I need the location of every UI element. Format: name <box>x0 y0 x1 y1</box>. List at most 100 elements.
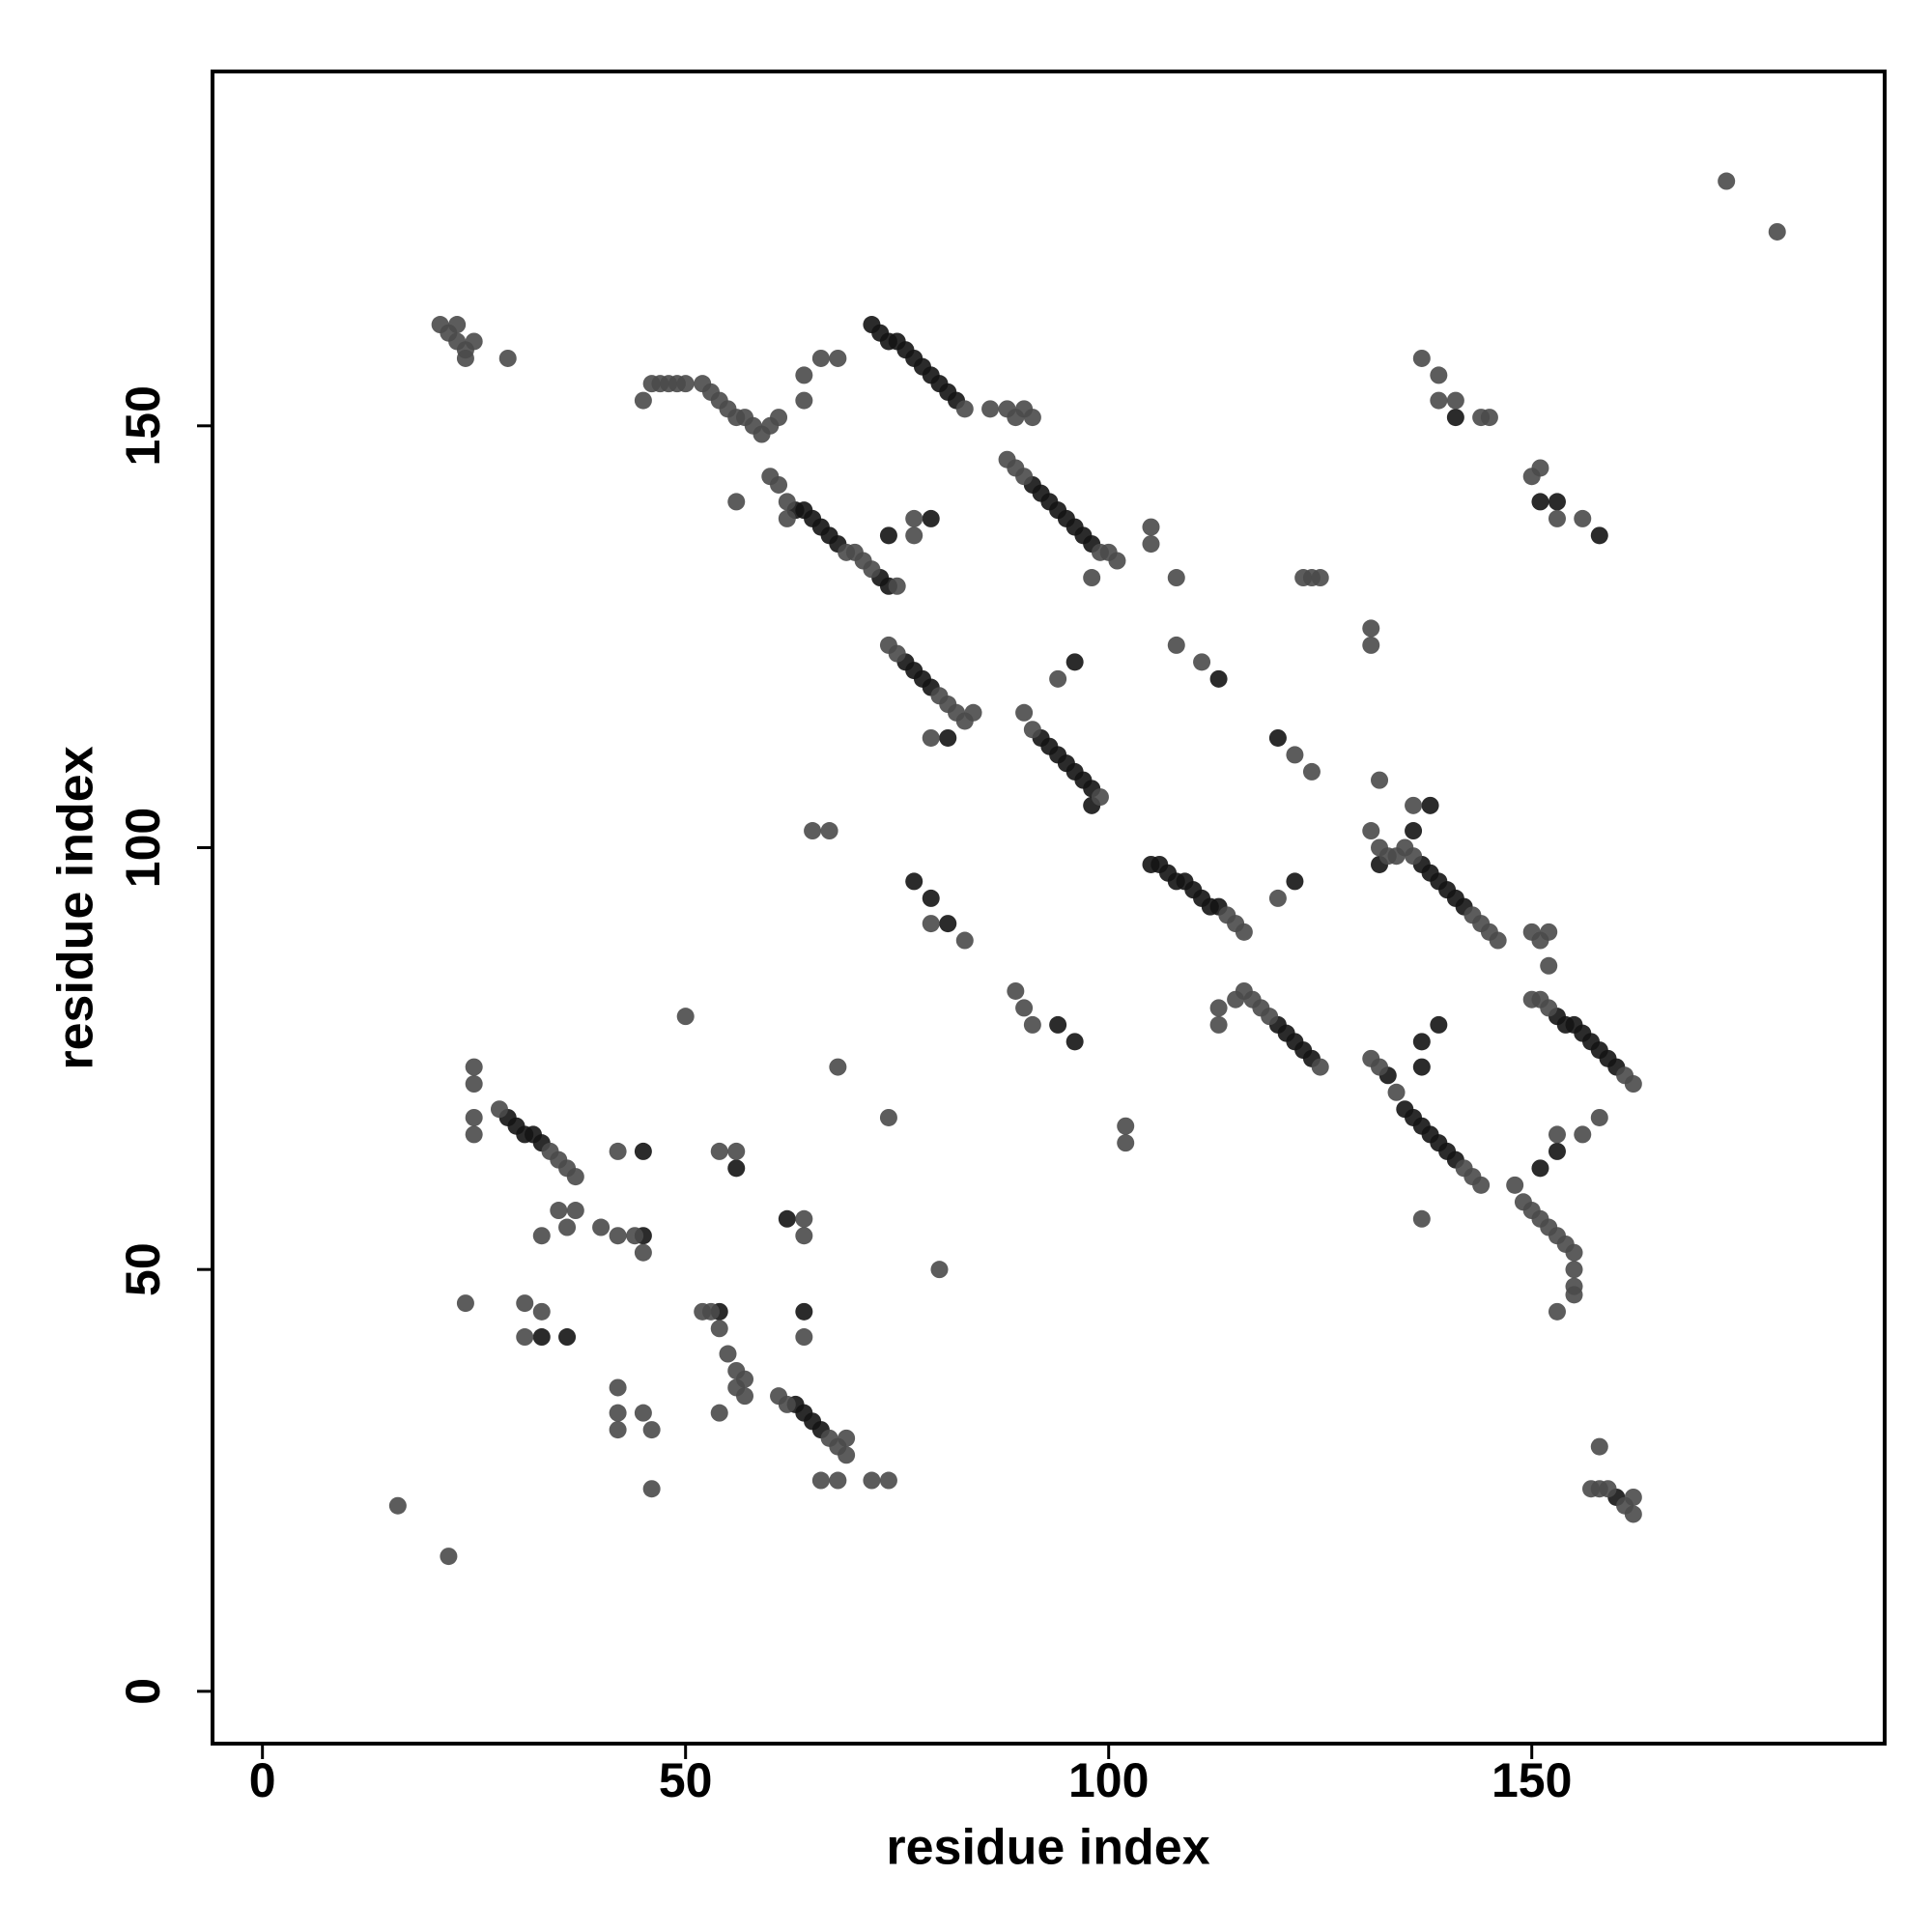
point <box>829 349 847 367</box>
point <box>1624 1488 1642 1506</box>
point <box>1489 931 1507 950</box>
point <box>1286 872 1304 891</box>
point <box>778 1209 796 1228</box>
point <box>1387 1083 1406 1101</box>
point <box>888 577 906 595</box>
point <box>1412 349 1431 367</box>
y-axis-title: residue index <box>48 746 104 1069</box>
point <box>930 1261 949 1279</box>
point <box>1590 526 1608 545</box>
point <box>922 915 940 933</box>
y-tick-label: 50 <box>116 1242 170 1296</box>
point <box>609 1227 627 1245</box>
point <box>1412 1033 1431 1051</box>
point <box>1531 493 1549 511</box>
point <box>1405 796 1423 814</box>
point <box>795 1302 813 1321</box>
point <box>1015 999 1034 1017</box>
point <box>532 1302 551 1321</box>
point <box>922 509 940 527</box>
point <box>778 509 796 527</box>
point <box>498 349 517 367</box>
point <box>1015 468 1034 486</box>
point <box>1261 1008 1279 1026</box>
point <box>558 1328 577 1347</box>
point <box>710 1142 728 1160</box>
point <box>955 400 974 418</box>
point <box>1624 1075 1642 1094</box>
y-tick-label: 0 <box>116 1678 170 1705</box>
point <box>1540 999 1558 1017</box>
point <box>388 1496 407 1515</box>
point <box>634 1404 652 1422</box>
point <box>1193 653 1211 671</box>
point <box>1480 409 1498 427</box>
point <box>1548 1142 1566 1160</box>
point <box>1768 222 1786 241</box>
x-axis-title: residue index <box>886 1820 1209 1876</box>
point <box>676 375 695 393</box>
point <box>1548 493 1566 511</box>
point <box>811 1471 830 1490</box>
point <box>1015 703 1034 722</box>
point <box>1065 1033 1084 1051</box>
point <box>770 475 788 494</box>
point <box>778 493 796 511</box>
point <box>609 1142 627 1160</box>
x-tick-label: 0 <box>249 1753 276 1807</box>
point <box>795 1328 813 1347</box>
point <box>1405 847 1423 866</box>
point <box>955 931 974 950</box>
point <box>626 1227 644 1245</box>
point <box>863 560 881 579</box>
point <box>770 409 788 427</box>
point <box>592 1218 611 1236</box>
point <box>1117 1134 1135 1152</box>
point <box>566 1168 584 1186</box>
plot-frame <box>211 70 1887 1746</box>
point <box>1209 669 1228 688</box>
point <box>634 391 652 410</box>
point <box>1362 822 1380 840</box>
point <box>863 1471 881 1490</box>
point <box>795 366 813 384</box>
point <box>532 1227 551 1245</box>
point <box>609 1421 627 1439</box>
point <box>1430 1015 1448 1034</box>
point <box>1624 1505 1642 1523</box>
point <box>1167 569 1185 587</box>
point <box>905 509 923 527</box>
point <box>1446 409 1464 427</box>
point <box>550 1202 568 1220</box>
point <box>727 493 746 511</box>
point <box>1142 535 1160 554</box>
point <box>1142 518 1160 536</box>
y-tick-label: 100 <box>116 808 170 888</box>
point <box>1311 1058 1329 1076</box>
point <box>710 1320 728 1338</box>
point <box>1108 552 1126 570</box>
point <box>1472 1176 1491 1194</box>
point <box>1540 923 1558 941</box>
point <box>1209 999 1228 1017</box>
point <box>964 703 982 722</box>
point <box>1412 1058 1431 1076</box>
point <box>676 1008 695 1026</box>
point <box>981 400 1000 418</box>
point <box>736 1370 754 1388</box>
point <box>1311 569 1329 587</box>
point <box>838 1446 856 1464</box>
point <box>465 1125 483 1144</box>
point <box>1531 1159 1549 1178</box>
point <box>465 1108 483 1126</box>
point <box>1506 1176 1524 1194</box>
point <box>922 728 940 747</box>
point <box>642 1480 661 1498</box>
x-tick-label: 50 <box>659 1753 713 1807</box>
point <box>1117 1117 1135 1135</box>
point <box>1286 746 1304 764</box>
point <box>1049 1015 1067 1034</box>
point <box>1049 669 1067 688</box>
point <box>516 1328 534 1347</box>
